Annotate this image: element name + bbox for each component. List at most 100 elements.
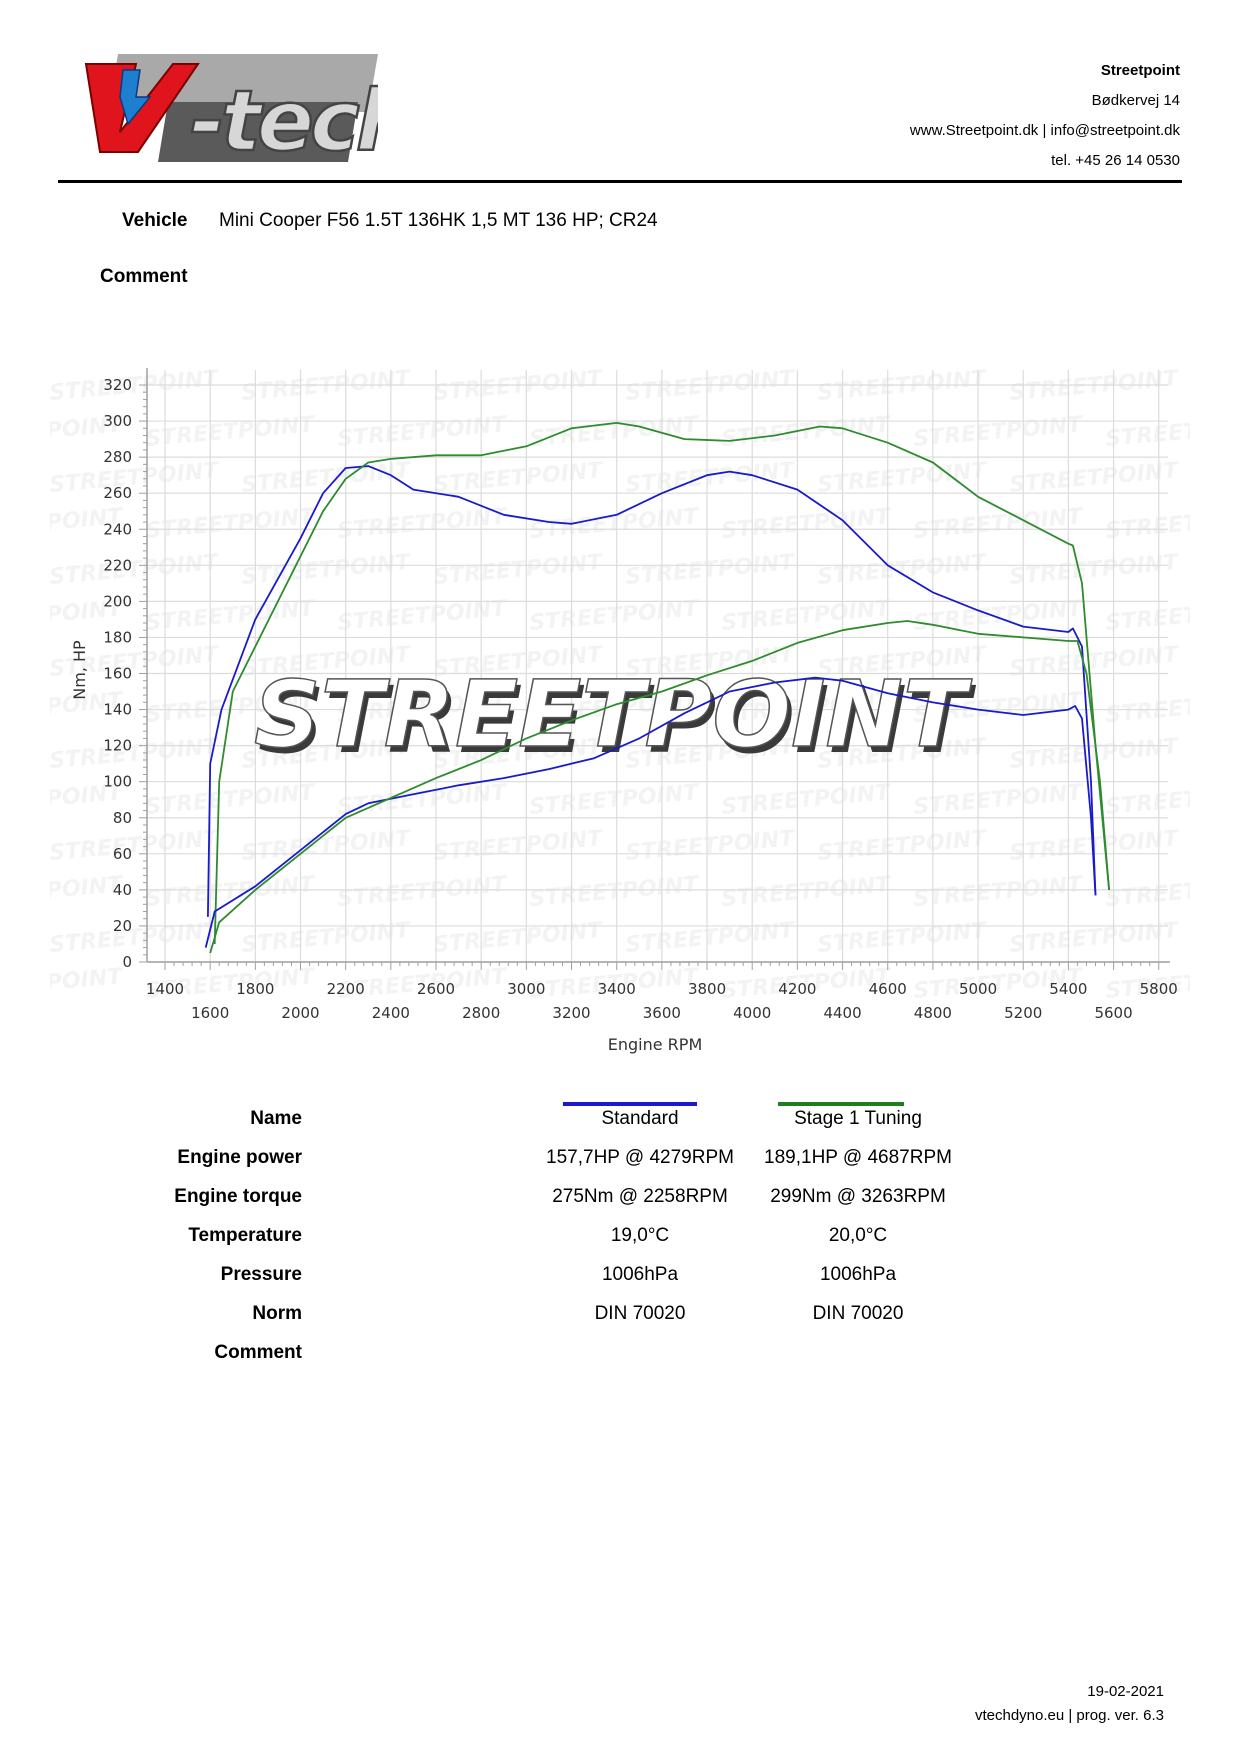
svg-text:2000: 2000 <box>281 1004 319 1022</box>
svg-text:140: 140 <box>103 701 132 719</box>
svg-text:STREETPOINT: STREETPOINT <box>336 780 509 820</box>
company-info: Streetpoint Bødkervej 14 www.Streetpoint… <box>910 56 1180 176</box>
dyno-chart: STREETPOINT STREETPOINT STREETPOINT STREETP… <box>50 366 1190 1054</box>
svg-text:STREETPOINT: STREETPOINT <box>336 596 509 636</box>
svg-text:STREETPOINT: STREETPOINT <box>1104 412 1190 452</box>
svg-text:STREETPOINT: STREETPOINT <box>240 458 413 498</box>
svg-text:5200: 5200 <box>1004 1004 1042 1022</box>
svg-text:STREETPOINT: STREETPOINT <box>240 550 413 590</box>
company-name: Streetpoint <box>1100 62 1180 79</box>
svg-text:320: 320 <box>103 376 132 394</box>
svg-text:STREETPOINT: STREETPOINT <box>240 918 413 958</box>
svg-text:STREETPOINT: STREETPOINT <box>1104 780 1190 820</box>
svg-text:4200: 4200 <box>778 980 816 998</box>
svg-text:5800: 5800 <box>1140 980 1178 998</box>
svg-text:3600: 3600 <box>643 1004 681 1022</box>
svg-text:2800: 2800 <box>462 1004 500 1022</box>
footer: 19-02-2021 vtechdyno.eu | prog. ver. 6.3 <box>975 1680 1164 1728</box>
svg-text:STREETPOINT: STREETPOINT <box>528 412 701 452</box>
results-row: Temperature 19,0°C 20,0°C <box>0 1225 1240 1255</box>
svg-text:STREETPOINT: STREETPOINT <box>144 504 317 544</box>
svg-text:STREETPOINT: STREETPOINT <box>624 918 797 958</box>
svg-text:4400: 4400 <box>823 1004 861 1022</box>
svg-text:STREETPOINT: STREETPOINT <box>50 918 221 958</box>
company-phone: tel. +45 26 14 0530 <box>1051 152 1180 169</box>
svg-text:4800: 4800 <box>914 1004 952 1022</box>
svg-text:2200: 2200 <box>327 980 365 998</box>
results-row-label: Engine power <box>177 1147 302 1168</box>
svg-text:STREETPOINT: STREETPOINT <box>144 596 317 636</box>
vehicle-label: Vehicle <box>122 210 188 231</box>
svg-text:20: 20 <box>113 917 132 935</box>
comment-label: Comment <box>100 266 188 287</box>
x-axis-labels: 1400 1800 2200 2600 3000 3400 3800 4200 4600 5000… <box>146 980 1178 1022</box>
svg-text:STREETPOINT: STREETPOINT <box>720 596 893 636</box>
svg-text:STREETPOINT: STREETPOINT <box>432 458 605 498</box>
svg-text:80: 80 <box>113 809 132 827</box>
svg-text:STREETPOINT: STREETPOINT <box>144 872 317 912</box>
svg-text:3200: 3200 <box>552 1004 590 1022</box>
svg-text:300: 300 <box>103 412 132 430</box>
x-axis-title: Engine RPM <box>608 1035 703 1054</box>
svg-text:60: 60 <box>113 845 132 863</box>
svg-text:STREETPOINT: STREETPOINT <box>240 366 413 406</box>
svg-text:-tech: -tech <box>190 72 378 170</box>
svg-text:STREETPOINT: STREETPOINT <box>624 458 797 498</box>
svg-text:200: 200 <box>103 592 132 610</box>
svg-text:3000: 3000 <box>507 980 545 998</box>
svg-text:100: 100 <box>103 773 132 791</box>
svg-text:STREETPOINT: STREETPOINT <box>912 412 1085 452</box>
svg-text:280: 280 <box>103 448 132 466</box>
svg-text:STREETPOINT: STREETPOINT <box>432 550 605 590</box>
y-axis-labels: 0 20 40 60 80 100 120 140 160 180 200 220 240 260 280 3… <box>103 376 132 971</box>
results-stage1-value: 299Nm @ 3263RPM <box>770 1186 946 1207</box>
svg-text:160: 160 <box>103 665 132 683</box>
chart-grid <box>147 370 1168 963</box>
vtech-logo: -tech <box>84 54 378 171</box>
results-row: Engine torque 275Nm @ 2258RPM 299Nm @ 3263… <box>0 1186 1240 1216</box>
results-stage1-value: DIN 70020 <box>812 1303 904 1324</box>
svg-text:40: 40 <box>113 881 132 899</box>
svg-text:1600: 1600 <box>191 1004 229 1022</box>
svg-text:STREETPOINT: STREETPOINT <box>720 780 893 820</box>
svg-text:STREETPOINT: STREETPOINT <box>1104 688 1190 728</box>
results-row-label: Engine torque <box>174 1186 302 1207</box>
svg-text:STREETPOINT: STREETPOINT <box>1104 504 1190 544</box>
results-row: Norm DIN 70020 DIN 70020 <box>0 1303 1240 1333</box>
svg-text:STREETPOINT: STREETPOINT <box>254 661 972 768</box>
results-stage1-value: 189,1HP @ 4687RPM <box>764 1147 952 1168</box>
svg-text:STREETPOINT: STREETPOINT <box>50 734 221 774</box>
svg-text:STREETPOINT: STREETPOINT <box>912 780 1085 820</box>
svg-text:240: 240 <box>103 520 132 538</box>
header-divider <box>58 180 1182 183</box>
results-row-label: Comment <box>214 1342 302 1363</box>
results-row: Pressure 1006hPa 1006hPa <box>0 1264 1240 1294</box>
stage1-torque-curve <box>213 421 1110 945</box>
svg-text:STREETPOINT: STREETPOINT <box>720 504 893 544</box>
svg-text:STREETPOINT: STREETPOINT <box>1008 550 1181 590</box>
results-row: Engine power 157,7HP @ 4279RPM 189,1HP @ 4… <box>0 1147 1240 1177</box>
svg-text:STREETPOINT: STREETPOINT <box>1008 458 1181 498</box>
svg-text:STREETPOINT: STREETPOINT <box>720 412 893 452</box>
results-standard-value: 19,0°C <box>610 1225 670 1246</box>
svg-text:2400: 2400 <box>372 1004 410 1022</box>
stage1-power-curve <box>209 620 1110 954</box>
legend-standard-line <box>563 1102 697 1106</box>
results-row-label: Name <box>250 1108 302 1129</box>
svg-text:STREETPOINT: STREETPOINT <box>432 826 605 866</box>
svg-text:1400: 1400 <box>146 980 184 998</box>
svg-text:4600: 4600 <box>869 980 907 998</box>
svg-text:180: 180 <box>103 628 132 646</box>
svg-text:STREETPOINT: STREETPOINT <box>50 458 221 498</box>
svg-text:STREETPOINT: STREETPOINT <box>528 872 701 912</box>
vehicle-value: Mini Cooper F56 1.5T 136HK 1,5 MT 136 HP… <box>219 210 658 231</box>
svg-text:STREETPOINT: STREETPOINT <box>624 550 797 590</box>
svg-text:220: 220 <box>103 556 132 574</box>
svg-text:2600: 2600 <box>417 980 455 998</box>
program-version: vtechdyno.eu | prog. ver. 6.3 <box>974 1707 1164 1724</box>
svg-text:STREETPOINT: STREETPOINT <box>624 826 797 866</box>
results-row-label: Norm <box>252 1303 302 1324</box>
svg-text:STREETPOINT: STREETPOINT <box>336 412 509 452</box>
svg-text:5400: 5400 <box>1049 980 1087 998</box>
